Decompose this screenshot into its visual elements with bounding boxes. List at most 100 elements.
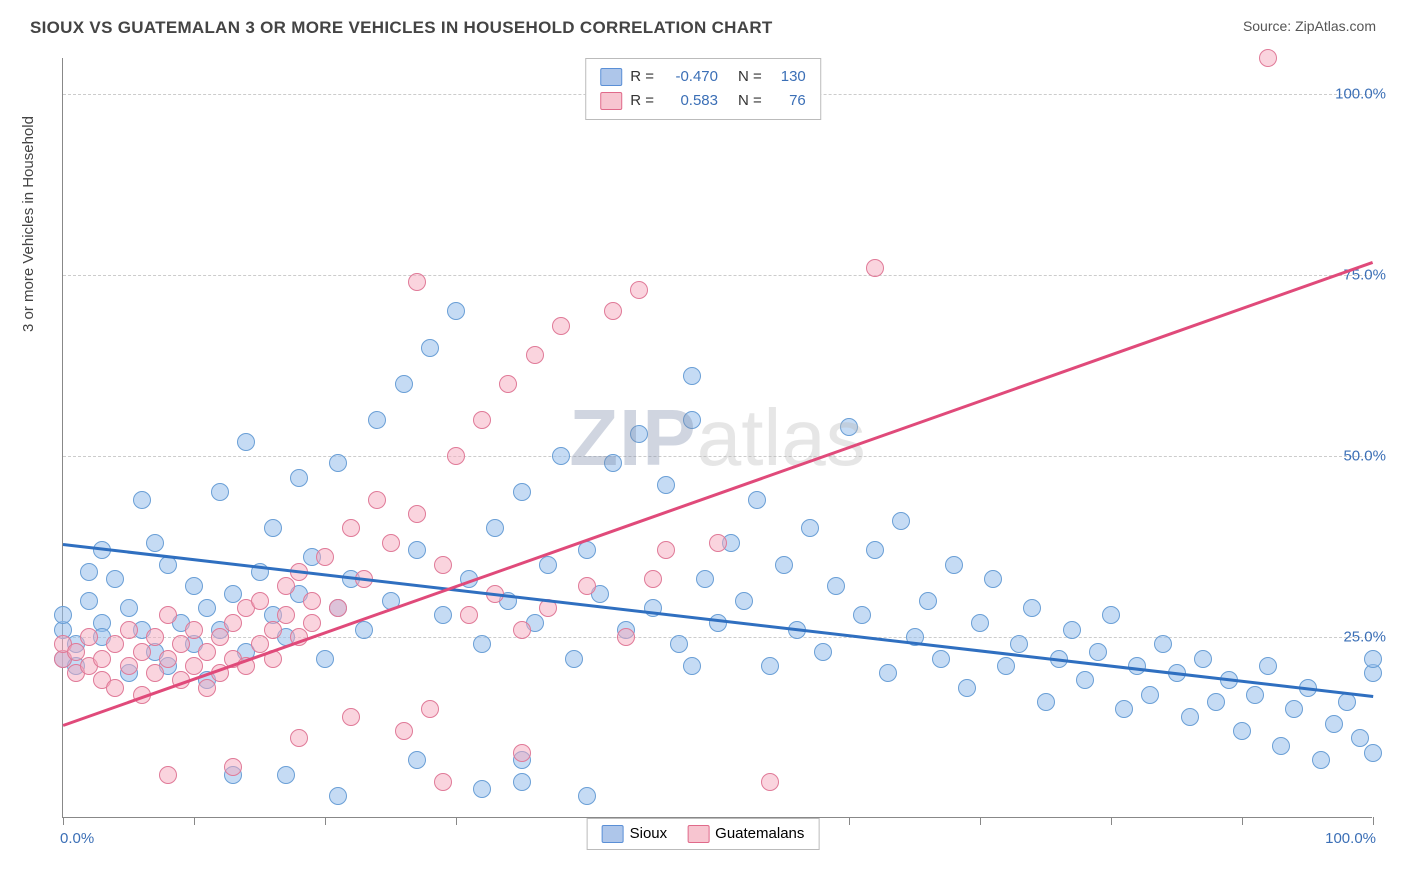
data-point [224,758,242,776]
y-tick-label: 25.0% [1343,629,1386,646]
data-point [264,519,282,537]
legend-r-label: R = [630,89,654,113]
data-point [1233,722,1251,740]
trend-line [63,261,1374,727]
data-point [630,281,648,299]
chart-title: SIOUX VS GUATEMALAN 3 OR MORE VEHICLES I… [30,18,773,38]
data-point [827,577,845,595]
data-point [958,679,976,697]
x-tick [456,817,457,825]
data-point [408,273,426,291]
data-point [1141,686,1159,704]
data-point [120,621,138,639]
legend-r-value: 0.583 [662,89,718,113]
data-point [1246,686,1264,704]
data-point [329,787,347,805]
data-point [761,773,779,791]
data-point [984,570,1002,588]
legend-swatch [687,825,709,843]
data-point [866,541,884,559]
source-link[interactable]: ZipAtlas.com [1295,18,1376,34]
data-point [578,577,596,595]
data-point [211,628,229,646]
data-point [853,606,871,624]
data-point [617,628,635,646]
data-point [329,599,347,617]
legend-swatch [602,825,624,843]
data-point [355,621,373,639]
data-point [1285,700,1303,718]
data-point [801,519,819,537]
data-point [211,483,229,501]
data-point [997,657,1015,675]
data-point [290,469,308,487]
x-tick [1111,817,1112,825]
data-point [709,534,727,552]
legend-swatch [600,68,622,86]
data-point [1181,708,1199,726]
data-point [1207,693,1225,711]
data-point [434,606,452,624]
plot-area: ZIPatlas [62,58,1372,818]
data-point [395,722,413,740]
data-point [316,650,334,668]
data-point [80,563,98,581]
data-point [1089,643,1107,661]
data-point [198,599,216,617]
data-point [368,411,386,429]
data-point [251,635,269,653]
data-point [342,519,360,537]
data-point [185,657,203,675]
data-point [1037,693,1055,711]
data-point [434,556,452,574]
data-point [513,744,531,762]
data-point [133,491,151,509]
data-point [54,606,72,624]
x-tick [325,817,326,825]
data-point [1259,49,1277,67]
data-point [683,367,701,385]
data-point [80,592,98,610]
data-point [408,751,426,769]
data-point [408,505,426,523]
data-point [1023,599,1041,617]
data-point [421,339,439,357]
data-point [1194,650,1212,668]
data-point [277,606,295,624]
data-point [408,541,426,559]
data-point [303,592,321,610]
legend-row: R =-0.470N =130 [600,65,806,89]
data-point [657,476,675,494]
data-point [198,643,216,661]
data-point [670,635,688,653]
data-point [146,628,164,646]
legend-n-value: 130 [770,65,806,89]
data-point [93,650,111,668]
data-point [106,679,124,697]
data-point [748,491,766,509]
data-point [146,664,164,682]
data-point [513,483,531,501]
data-point [447,447,465,465]
data-point [539,556,557,574]
data-point [604,454,622,472]
data-point [866,259,884,277]
data-point [395,375,413,393]
data-point [421,700,439,718]
data-point [761,657,779,675]
data-point [1272,737,1290,755]
data-point [264,621,282,639]
data-point [146,534,164,552]
data-point [644,570,662,588]
data-point [303,614,321,632]
x-tick [1373,817,1374,825]
data-point [447,302,465,320]
data-point [696,570,714,588]
data-point [342,708,360,726]
gridline [63,275,1372,276]
data-point [1351,729,1369,747]
data-point [382,534,400,552]
y-tick-label: 100.0% [1335,86,1386,103]
legend-item: Guatemalans [687,825,804,843]
data-point [1312,751,1330,769]
